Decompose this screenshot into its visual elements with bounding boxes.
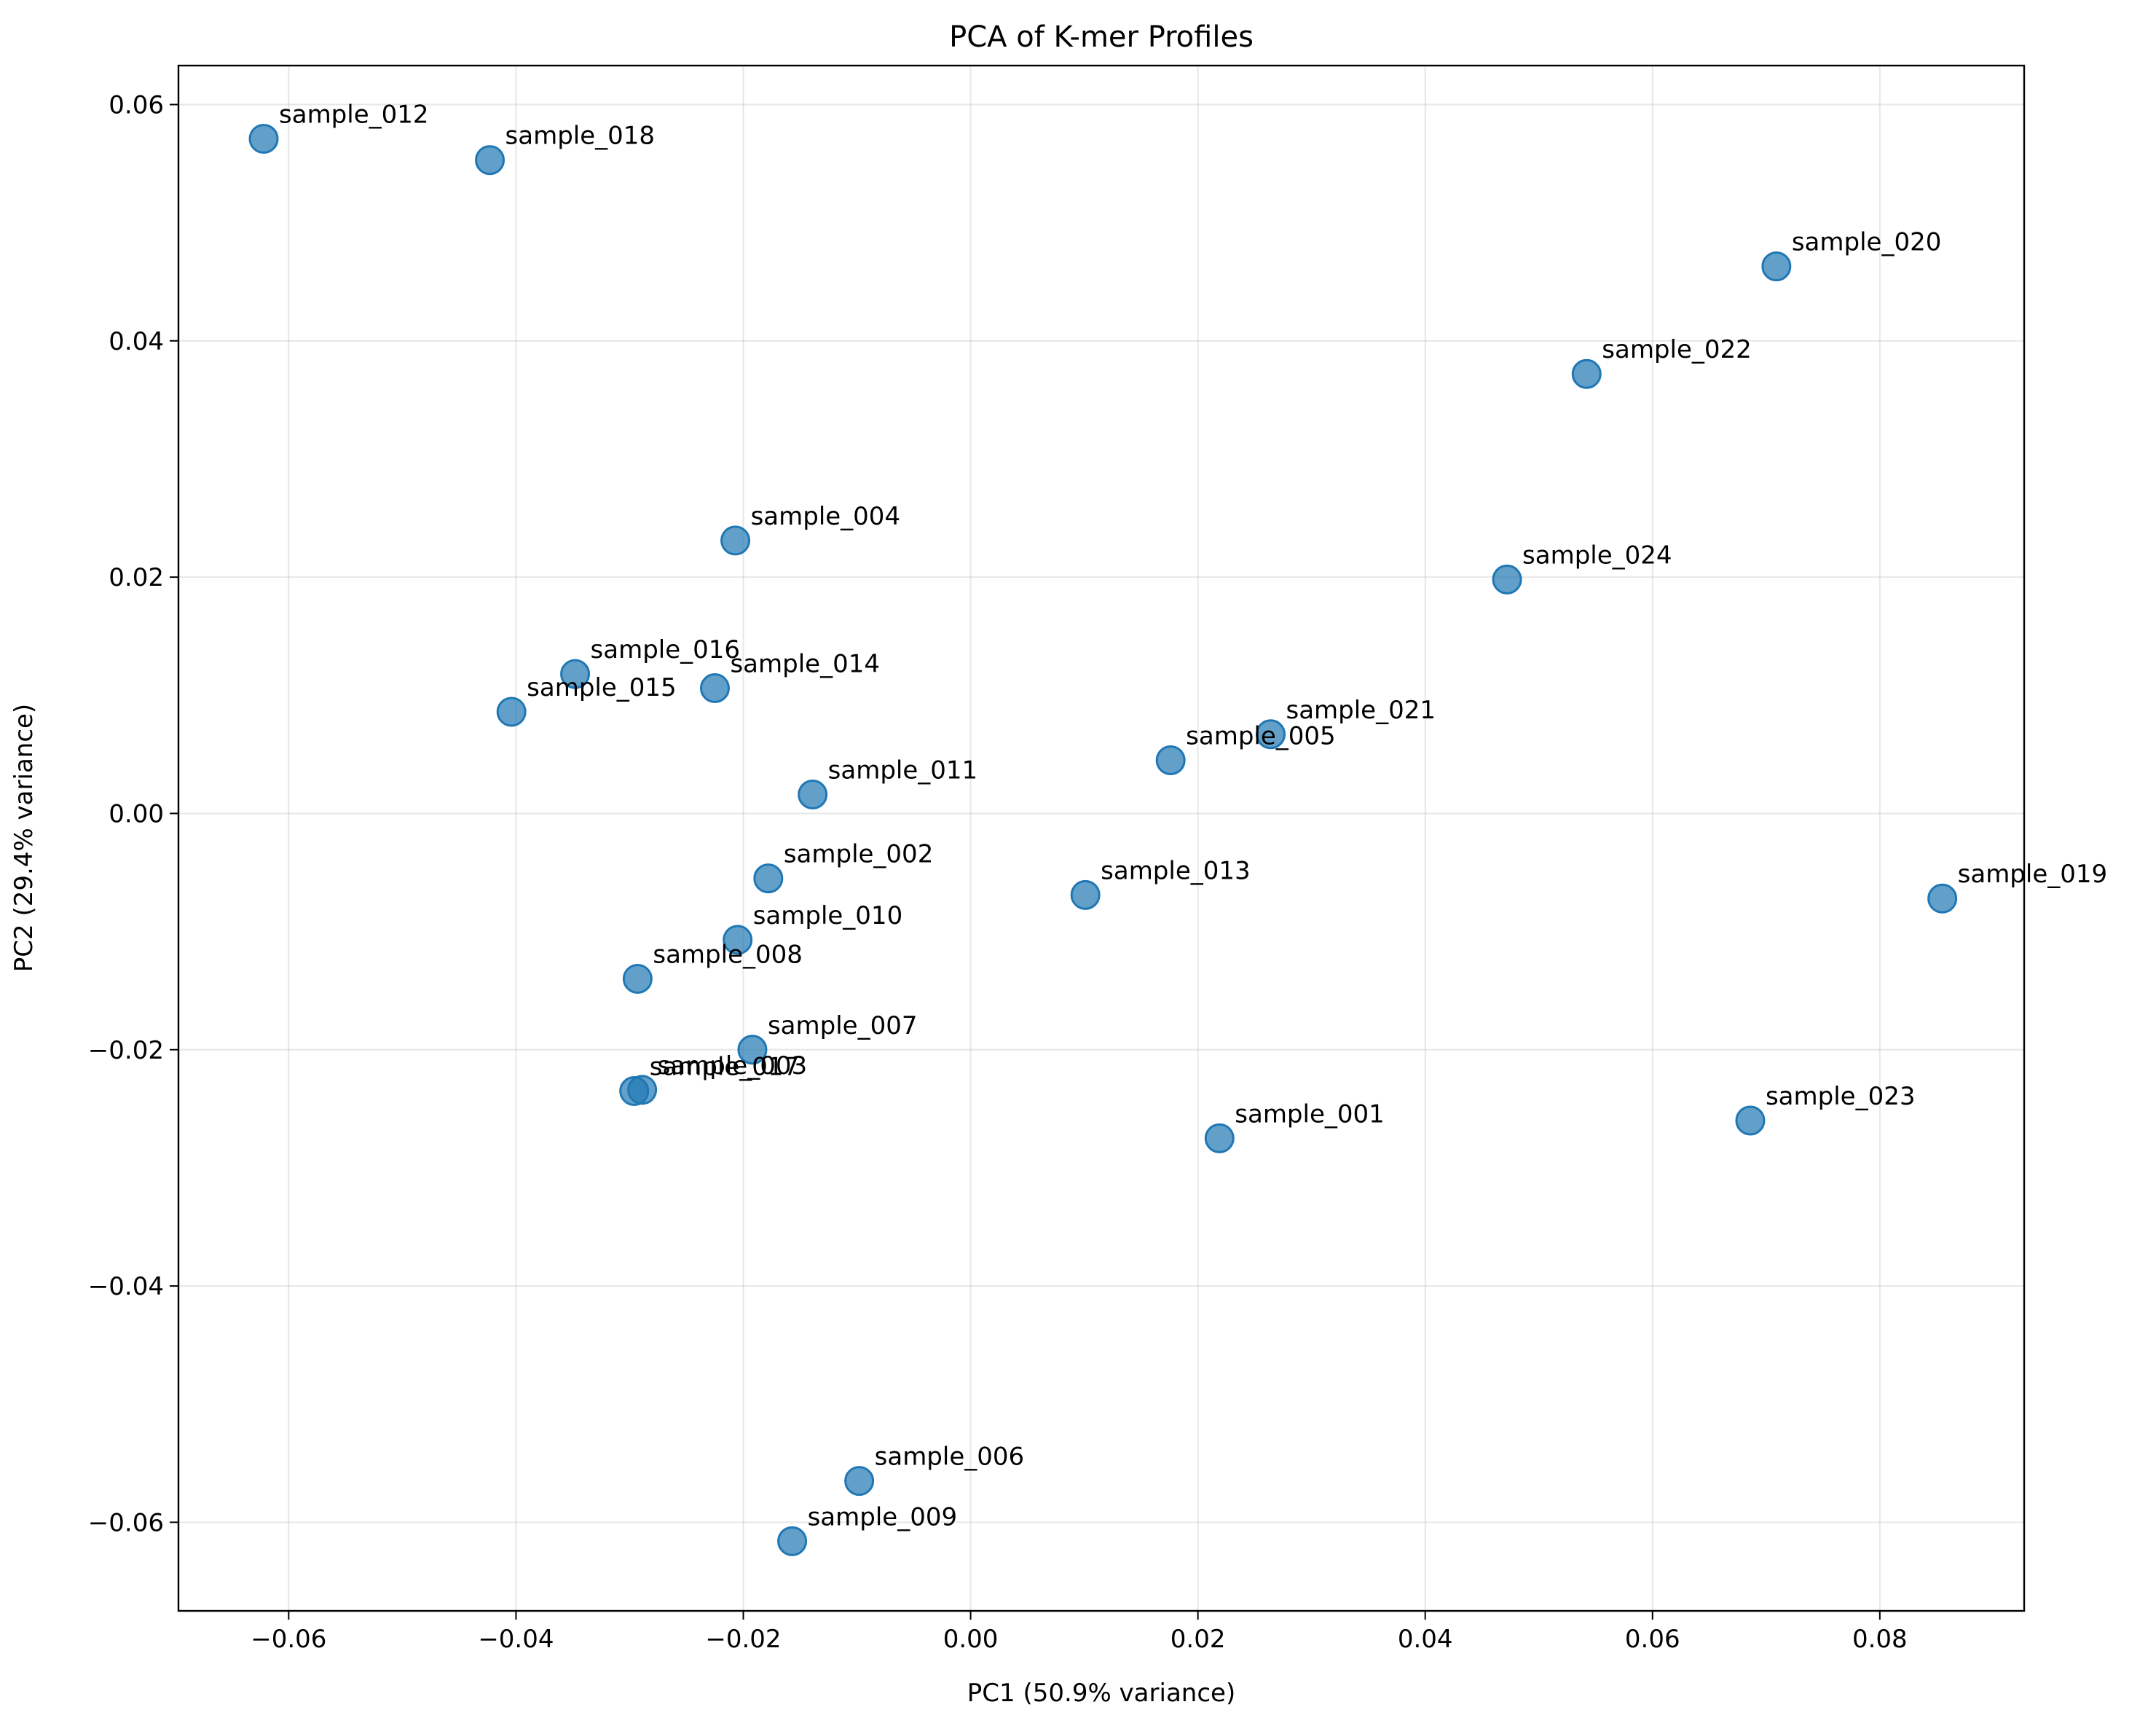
data-point [844, 1466, 875, 1496]
data-point [1070, 879, 1101, 910]
data-point [1761, 251, 1792, 282]
point-label: sample_020 [1792, 228, 1942, 257]
y-tick-label: −0.02 [88, 1036, 164, 1065]
point-label: sample_015 [527, 673, 677, 702]
y-tick-label: 0.06 [109, 91, 164, 120]
point-labels: sample_001 sample_002 sample_003 sample_004… [279, 101, 2107, 1532]
y-tick-label: −0.04 [88, 1272, 164, 1301]
point-label: sample_011 [828, 756, 978, 785]
data-point [1735, 1105, 1766, 1136]
point-label: sample_023 [1766, 1082, 1916, 1111]
plot-frame [177, 64, 2026, 1612]
point-label: sample_024 [1522, 541, 1672, 570]
point-label: sample_008 [653, 940, 803, 969]
point-label: sample_013 [1101, 856, 1251, 885]
point-label: sample_002 [784, 840, 934, 869]
y-axis-label: PC2 (29.4% variance) [9, 704, 39, 972]
point-label: sample_014 [730, 650, 880, 679]
x-tick-label: 0.00 [943, 1625, 999, 1654]
point-label: sample_003 [658, 1051, 808, 1080]
x-tick-label: 0.02 [1171, 1625, 1226, 1654]
data-point [723, 925, 753, 955]
x-tick-label: −0.06 [251, 1625, 326, 1654]
data-points [248, 124, 1958, 1556]
data-point [753, 863, 784, 894]
point-label: sample_019 [1958, 860, 2108, 889]
data-point [622, 963, 653, 994]
axis-ticks: −0.06 −0.04 −0.02 0.00 0.02 0.04 0.06 0.08 −0.06… [88, 91, 1908, 1654]
point-label: sample_005 [1186, 721, 1336, 750]
data-point [737, 1035, 768, 1065]
point-label: sample_016 [591, 635, 741, 664]
point-label: sample_010 [753, 901, 903, 930]
point-label: sample_009 [808, 1502, 958, 1531]
data-point [777, 1526, 808, 1556]
data-point [248, 124, 279, 154]
y-tick-label: 0.04 [109, 327, 164, 356]
x-tick-label: −0.02 [705, 1625, 781, 1654]
point-label: sample_021 [1286, 696, 1436, 725]
data-point [720, 525, 751, 556]
data-point [496, 697, 527, 727]
point-label: sample_017 [650, 1053, 800, 1082]
grid-lines [178, 66, 2024, 1611]
y-tick-label: 0.02 [109, 563, 164, 592]
x-tick-label: 0.04 [1398, 1625, 1453, 1654]
data-point [798, 780, 828, 810]
data-point [475, 145, 505, 176]
data-point [1255, 719, 1286, 750]
point-label: sample_018 [505, 122, 656, 151]
point-label: sample_012 [279, 101, 429, 130]
y-tick-label: 0.00 [109, 799, 164, 828]
x-tick-label: 0.06 [1625, 1625, 1680, 1654]
data-point [1492, 564, 1522, 595]
point-label: sample_022 [1602, 335, 1752, 364]
data-point [1571, 358, 1602, 389]
x-axis-label: PC1 (50.9% variance) [967, 1679, 1235, 1708]
data-point [619, 1076, 650, 1107]
data-point [699, 673, 730, 704]
point-label: sample_006 [875, 1443, 1025, 1472]
point-label: sample_007 [768, 1011, 918, 1040]
data-point [1204, 1123, 1235, 1153]
data-point [1155, 745, 1186, 775]
x-tick-label: 0.08 [1852, 1625, 1908, 1654]
data-point [560, 659, 591, 689]
chart-title: PCA of K-mer Profiles [949, 20, 1254, 54]
y-tick-label: −0.06 [88, 1508, 164, 1537]
x-tick-label: −0.04 [478, 1625, 554, 1654]
point-label: sample_004 [751, 502, 901, 531]
data-point [1927, 883, 1958, 914]
point-label: sample_001 [1235, 1099, 1385, 1129]
